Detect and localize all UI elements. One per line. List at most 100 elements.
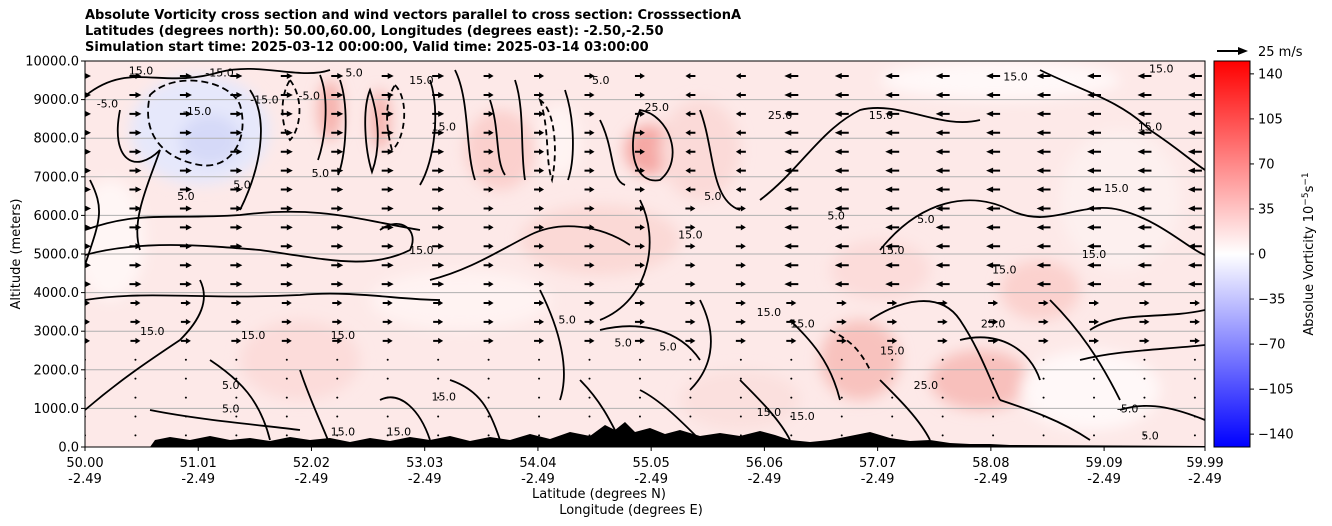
x-tick-label-lat: 54.04 [519, 456, 556, 471]
wind-vector [735, 167, 746, 174]
contour-label: 5.0 [233, 178, 251, 191]
contour-label: 15.0 [409, 244, 434, 257]
wind-vector [986, 129, 1001, 136]
wind-vector [332, 318, 343, 325]
wind-vector [584, 91, 595, 98]
wind-vector [129, 186, 142, 193]
wind-vector [433, 318, 444, 325]
wind-vector [885, 91, 900, 98]
contour-label: 15.0 [869, 109, 894, 122]
wind-vector [634, 73, 645, 80]
wind-vector [588, 396, 591, 399]
wind-vector [941, 415, 944, 418]
wind-vector [437, 358, 440, 361]
x-tick-label-lon: -2.49 [521, 472, 555, 487]
contour-label: 15.0 [1082, 248, 1107, 261]
contour-label: 15.0 [757, 406, 782, 419]
wind-vector [739, 377, 742, 380]
wind-vector [180, 300, 191, 307]
wind-vector [634, 243, 645, 250]
x-tick-label-lat: 51.01 [180, 456, 217, 471]
wind-vector [381, 73, 394, 80]
wind-vector [483, 167, 494, 174]
contour-label: 15.0 [757, 306, 782, 319]
wind-vector [986, 205, 1001, 212]
wind-vector [483, 73, 494, 80]
wind-vector [1187, 110, 1202, 117]
wind-vector [1087, 281, 1102, 288]
wind-vector [179, 262, 192, 269]
wind-vector [1187, 167, 1202, 174]
wind-vector [1038, 318, 1049, 325]
wind-vector [332, 300, 343, 307]
wind-vector [483, 91, 494, 98]
wind-vector [885, 224, 900, 231]
wind-vector [891, 415, 894, 418]
wind-vector [483, 205, 494, 212]
wind-vector [1089, 300, 1100, 307]
wind-vector [941, 377, 944, 380]
wind-vector [1087, 148, 1102, 155]
wind-vector [584, 224, 595, 231]
wind-vector [1143, 415, 1146, 418]
wind-vector [381, 91, 394, 98]
wind-vector [1087, 167, 1102, 174]
contour-label: 15.0 [140, 325, 165, 338]
colorbar-label: Absolue Vorticity 10−5s−1 [1301, 172, 1317, 335]
wind-vector [935, 129, 950, 136]
wind-vector [685, 300, 696, 307]
wind-vector [891, 434, 894, 437]
wind-vector [834, 110, 849, 117]
wind-vector [935, 110, 950, 117]
wind-vector [584, 243, 595, 250]
y-tick-label: 5000.0 [34, 248, 80, 263]
wind-vector [85, 205, 91, 212]
contour-label: -15.0 [250, 93, 278, 106]
wind-vector [85, 148, 91, 155]
wind-vector [1143, 434, 1146, 437]
wind-vector [534, 129, 545, 136]
wind-vector [381, 205, 394, 212]
wind-vector [331, 224, 344, 231]
wind-vector [230, 281, 243, 288]
wind-vector [634, 148, 645, 155]
wind-vector [834, 129, 849, 136]
wind-vector [85, 262, 91, 269]
wind-vector [584, 318, 595, 325]
wind-vector [184, 434, 187, 437]
wind-vector [534, 148, 545, 155]
colorbar-label-prefix: Absolue Vorticity 10 [1302, 206, 1317, 336]
wind-vector [1193, 377, 1196, 380]
contour-label: 15.0 [1138, 120, 1163, 133]
y-tick-label: 9000.0 [34, 93, 80, 108]
wind-vector [230, 91, 243, 98]
wind-vector [1038, 300, 1049, 307]
wind-vector [685, 337, 696, 344]
wind-vector [634, 281, 645, 288]
wind-vector [179, 186, 192, 193]
wind-vector [437, 396, 440, 399]
contour-label: 15.0 [790, 410, 815, 423]
wind-vector [588, 358, 591, 361]
wind-vector [331, 129, 344, 136]
wind-vector [1139, 337, 1150, 344]
wind-vector [538, 377, 541, 380]
wind-vector [281, 337, 292, 344]
contour-label: -5.0 [97, 97, 118, 110]
contour-label: 25.0 [645, 101, 670, 114]
wind-vector [885, 110, 900, 117]
wind-vector [382, 337, 393, 344]
wind-vector [634, 167, 645, 174]
colorbar-tick-label: −35 [1258, 293, 1285, 308]
wind-vector [735, 337, 746, 344]
wind-vector [935, 73, 950, 80]
title-line-2: Latitudes (degrees north): 50.00,60.00, … [85, 24, 664, 39]
wind-vector [1187, 129, 1202, 136]
wind-vector [1143, 377, 1146, 380]
wind-vector [986, 110, 1001, 117]
wind-vector [1189, 318, 1200, 325]
colorbar-label-exp1: −5 [1301, 192, 1311, 205]
wind-vector [432, 129, 445, 136]
wind-vector [432, 110, 445, 117]
wind-vector [937, 300, 948, 307]
